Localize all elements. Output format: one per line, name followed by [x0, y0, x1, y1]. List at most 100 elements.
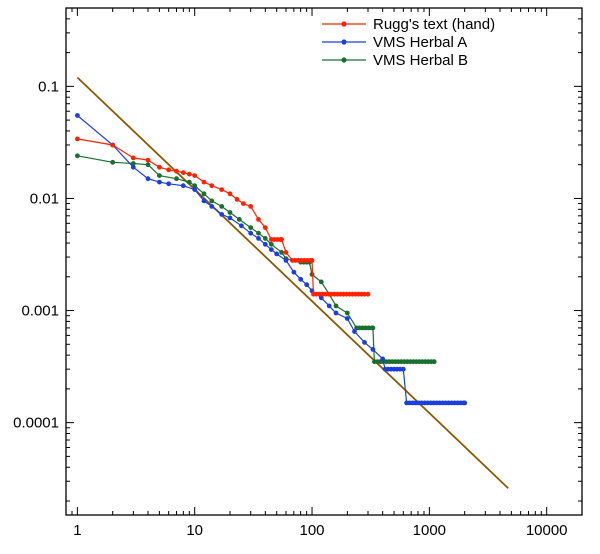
data-point-dense	[277, 237, 283, 242]
data-point	[227, 215, 233, 221]
data-point-dense	[461, 400, 466, 406]
data-point	[344, 316, 350, 321]
legend-label: Rugg's text (hand)	[373, 16, 495, 33]
data-point	[236, 217, 242, 222]
data-point	[380, 356, 386, 362]
data-point	[239, 223, 244, 229]
data-point	[201, 198, 207, 204]
data-point	[362, 340, 367, 345]
data-point	[370, 347, 376, 352]
data-point	[145, 162, 151, 168]
axis-layer: 1 10 100 1000 10000 0.1 0.01 0.001 0.0001	[13, 7, 583, 539]
legend-marker	[341, 57, 347, 63]
legend-label: VMS Herbal A	[373, 34, 467, 51]
x-tick-label: 10000	[526, 522, 568, 539]
data-point	[291, 269, 297, 275]
data-point	[365, 291, 371, 297]
data-point	[75, 136, 80, 142]
data-point	[268, 247, 274, 253]
data-point	[227, 210, 233, 215]
data-point-dense	[308, 258, 313, 263]
legend-marker	[341, 21, 347, 27]
data-point	[157, 164, 162, 170]
y-tick-label: 0.0001	[13, 415, 59, 432]
data-point	[326, 303, 332, 309]
data-point	[209, 198, 215, 204]
series-layer	[75, 113, 468, 406]
data-point	[262, 241, 268, 247]
y-tick-label: 0.001	[21, 303, 59, 320]
data-point	[256, 230, 261, 236]
data-point	[130, 164, 136, 170]
data-point	[174, 176, 179, 182]
data-point	[248, 204, 254, 209]
data-point	[241, 201, 246, 207]
reference-line	[76, 76, 509, 489]
data-point	[192, 183, 198, 189]
x-tick-label: 100	[300, 522, 325, 539]
data-point	[130, 161, 136, 166]
data-point	[186, 179, 192, 185]
series-2	[75, 153, 437, 365]
data-point-dense	[397, 366, 403, 372]
data-point	[201, 179, 207, 185]
data-point	[166, 167, 172, 173]
data-point	[186, 171, 192, 177]
data-point	[227, 191, 233, 197]
data-point	[201, 191, 207, 197]
data-point	[256, 217, 261, 222]
data-point	[180, 170, 186, 176]
data-point	[219, 212, 225, 217]
data-point	[209, 204, 215, 209]
data-point	[219, 187, 225, 193]
data-point	[318, 279, 324, 285]
data-point	[234, 197, 240, 202]
data-point	[262, 236, 268, 241]
data-point	[166, 181, 172, 187]
reference-line-layer	[76, 76, 509, 489]
data-point	[174, 168, 179, 174]
legend-marker	[341, 39, 347, 45]
data-point	[248, 225, 254, 231]
data-point	[192, 173, 198, 179]
data-point-dense	[429, 359, 434, 365]
data-point	[157, 173, 162, 179]
data-point	[352, 329, 357, 334]
data-point	[333, 310, 339, 316]
y-tick-label: 0.01	[30, 190, 59, 207]
data-point	[145, 176, 151, 182]
data-point	[75, 153, 80, 159]
y-tick-label: 0.1	[38, 78, 59, 95]
data-point	[180, 183, 186, 189]
x-tick-label: 10	[186, 522, 203, 539]
legend-label: VMS Herbal B	[373, 52, 468, 69]
data-point	[192, 187, 198, 193]
data-point	[110, 159, 116, 165]
data-point	[283, 250, 289, 255]
data-point	[209, 183, 215, 189]
x-tick-label: 1	[73, 522, 81, 539]
data-point	[333, 303, 339, 309]
data-point	[268, 241, 274, 247]
data-point	[110, 142, 116, 148]
x-tick-label: 1000	[413, 522, 446, 539]
data-point	[219, 204, 225, 209]
data-point	[274, 251, 280, 257]
data-point-dense	[362, 291, 367, 297]
data-point	[157, 179, 162, 185]
data-point	[344, 310, 350, 316]
data-point	[145, 157, 151, 163]
data-point-dense	[369, 325, 374, 331]
data-point	[283, 258, 289, 263]
series-1	[75, 113, 468, 406]
series-0	[75, 136, 371, 297]
data-point	[130, 155, 136, 161]
data-point	[304, 282, 310, 288]
data-point	[262, 225, 268, 231]
data-point	[248, 230, 254, 236]
data-point	[279, 250, 284, 255]
plot-frame	[65, 7, 583, 516]
data-point	[256, 236, 261, 241]
